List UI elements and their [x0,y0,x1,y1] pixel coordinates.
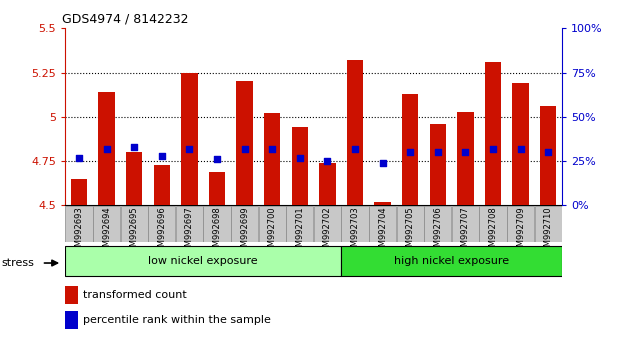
FancyBboxPatch shape [507,206,534,242]
Point [378,160,388,166]
Point [157,153,167,159]
Text: percentile rank within the sample: percentile rank within the sample [83,315,271,325]
FancyBboxPatch shape [535,206,562,242]
FancyBboxPatch shape [424,206,451,242]
FancyBboxPatch shape [341,246,562,276]
Text: transformed count: transformed count [83,290,186,300]
Text: GSM992703: GSM992703 [350,206,360,257]
Bar [71,179,88,205]
Bar [457,112,474,205]
FancyBboxPatch shape [397,206,424,242]
Bar [402,94,419,205]
FancyBboxPatch shape [120,206,148,242]
Bar [374,202,391,205]
Bar [430,124,446,205]
Bar [153,165,170,205]
Text: GSM992709: GSM992709 [516,206,525,257]
Point [74,155,84,160]
Point [102,146,112,152]
Bar [347,60,363,205]
Text: low nickel exposure: low nickel exposure [148,256,258,266]
Text: GSM992706: GSM992706 [433,206,442,257]
Bar [291,127,308,205]
Bar [65,311,78,329]
Bar [540,106,556,205]
Bar [181,73,197,205]
Bar [319,163,336,205]
Bar [98,92,115,205]
Bar [264,113,281,205]
Bar [65,286,78,304]
Point [129,144,139,150]
Text: stress: stress [1,258,34,268]
Text: GSM992702: GSM992702 [323,206,332,257]
Bar [512,83,529,205]
Point [322,158,332,164]
Text: GSM992699: GSM992699 [240,206,249,257]
Text: GSM992701: GSM992701 [296,206,304,257]
FancyBboxPatch shape [369,206,396,242]
Point [350,146,360,152]
FancyBboxPatch shape [93,206,120,242]
Point [433,149,443,155]
FancyBboxPatch shape [65,246,341,276]
Point [212,156,222,162]
Point [406,149,415,155]
FancyBboxPatch shape [314,206,341,242]
Text: GSM992698: GSM992698 [212,206,222,257]
Text: GSM992707: GSM992707 [461,206,470,257]
FancyBboxPatch shape [342,206,368,242]
Point [295,155,305,160]
Text: GSM992710: GSM992710 [544,206,553,257]
Text: GSM992705: GSM992705 [406,206,415,257]
FancyBboxPatch shape [286,206,314,242]
Point [240,146,250,152]
Bar [485,62,501,205]
Text: GSM992697: GSM992697 [185,206,194,257]
Text: GSM992696: GSM992696 [157,206,166,257]
FancyBboxPatch shape [479,206,507,242]
FancyBboxPatch shape [231,206,258,242]
Text: high nickel exposure: high nickel exposure [394,256,509,266]
Text: GDS4974 / 8142232: GDS4974 / 8142232 [62,12,189,25]
Point [267,146,277,152]
Point [460,149,470,155]
Text: GSM992693: GSM992693 [75,206,83,257]
Point [184,146,194,152]
Point [488,146,498,152]
FancyBboxPatch shape [452,206,479,242]
FancyBboxPatch shape [204,206,230,242]
FancyBboxPatch shape [65,206,93,242]
Text: GSM992704: GSM992704 [378,206,387,257]
Bar [126,152,142,205]
Point [515,146,525,152]
Text: GSM992695: GSM992695 [130,206,138,257]
Text: GSM992708: GSM992708 [489,206,497,257]
Bar [237,81,253,205]
Bar [209,172,225,205]
FancyBboxPatch shape [259,206,286,242]
Text: GSM992700: GSM992700 [268,206,277,257]
Point [543,149,553,155]
FancyBboxPatch shape [148,206,175,242]
Text: GSM992694: GSM992694 [102,206,111,257]
FancyBboxPatch shape [176,206,203,242]
